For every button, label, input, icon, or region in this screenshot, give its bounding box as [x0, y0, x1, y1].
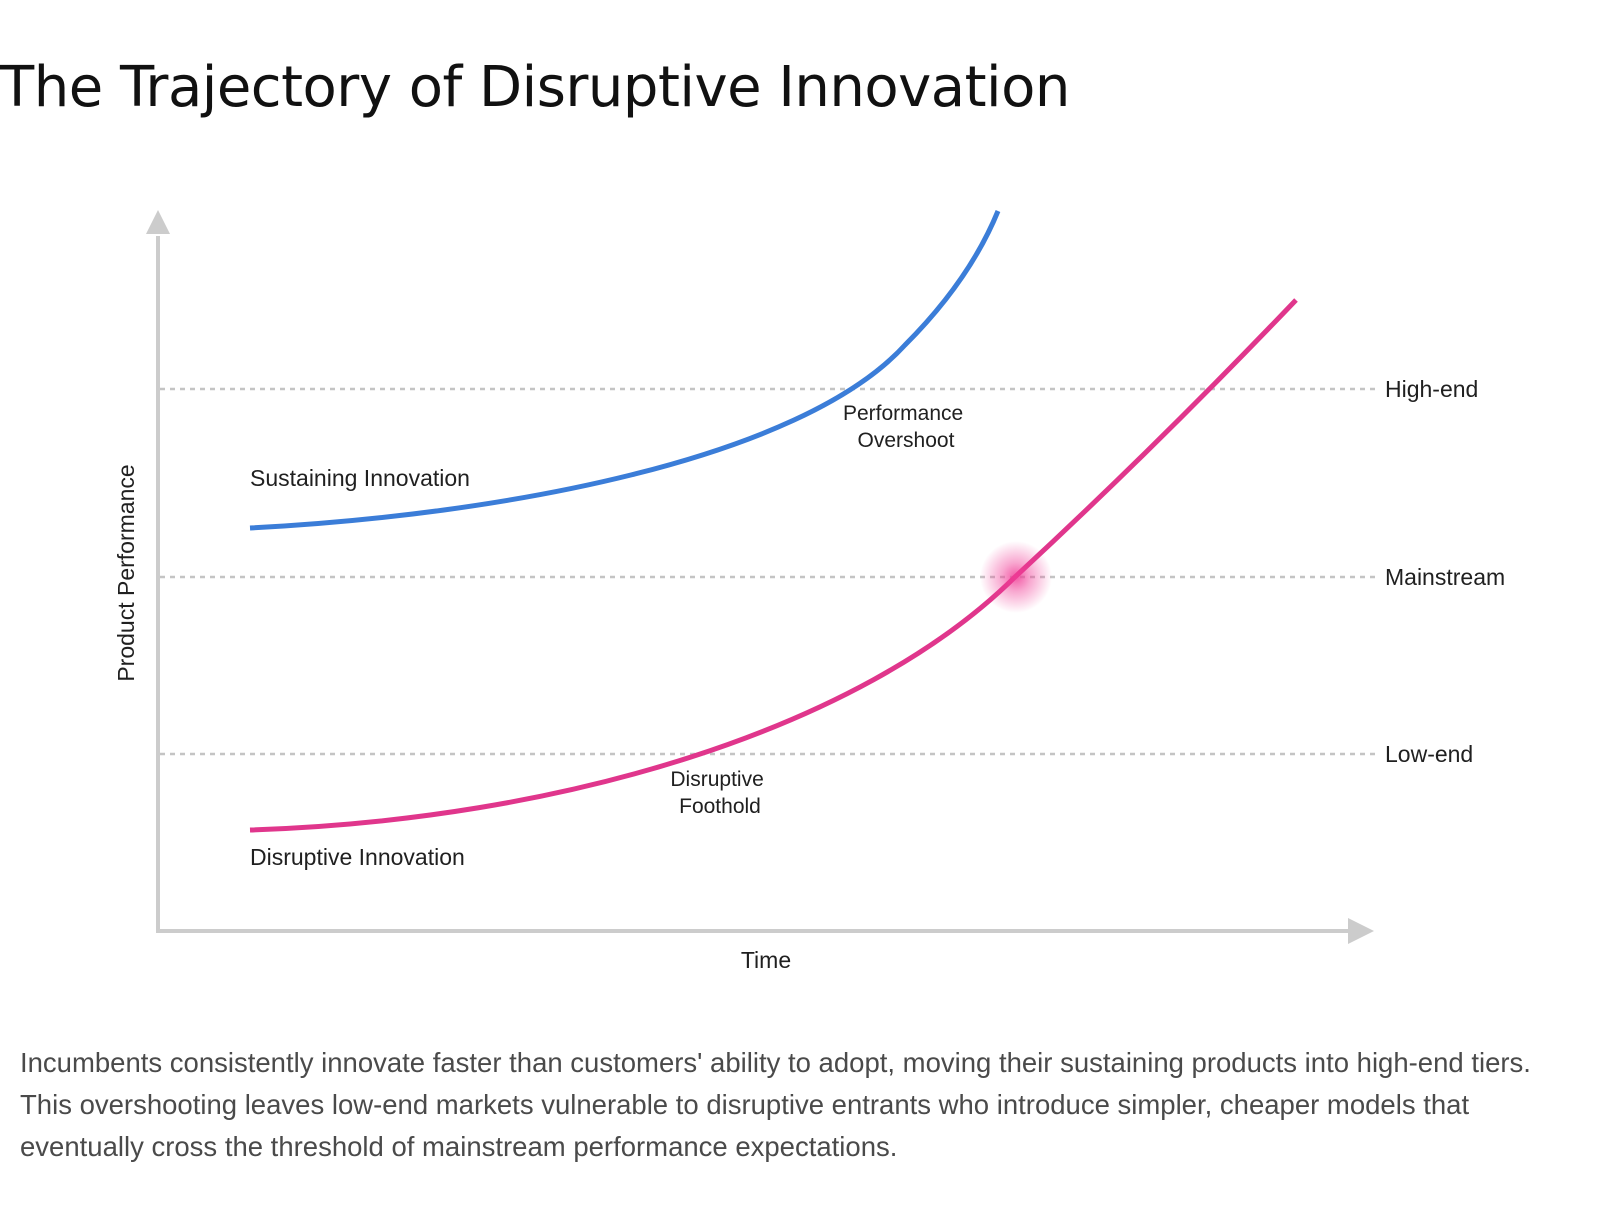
foothold-line-2: Foothold: [679, 795, 761, 818]
overshoot-line-2: Overshoot: [858, 429, 955, 452]
tier-label-high-end: High-end: [1385, 376, 1478, 402]
y-axis-arrow-icon: [146, 210, 170, 234]
y-axis-label: Product Performance: [113, 464, 139, 681]
sustaining-innovation-label: Sustaining Innovation: [250, 465, 470, 491]
performance-overshoot-annotation: Performance Overshoot: [843, 402, 969, 452]
disruptive-innovation-diagram: Sustaining Innovation Disruptive Innovat…: [113, 210, 1505, 973]
tier-label-mainstream: Mainstream: [1385, 564, 1505, 590]
x-axis-arrow-icon: [1348, 918, 1374, 944]
tier-label-low-end: Low-end: [1385, 741, 1473, 767]
figure-caption: Incumbents consistently innovate faster …: [20, 1047, 1531, 1162]
disruptive-innovation-curve: [249, 298, 1298, 833]
x-axis-label: Time: [741, 947, 791, 973]
disruptive-foothold-annotation: Disruptive Foothold: [670, 768, 769, 818]
sustaining-innovation-curve: [249, 210, 1001, 531]
disruptive-innovation-label: Disruptive Innovation: [250, 844, 465, 870]
foothold-line-1: Disruptive: [670, 768, 763, 791]
mainstream-crossing-highlight: [980, 541, 1052, 613]
page-title: The Trajectory of Disruptive Innovation: [0, 55, 1070, 120]
overshoot-line-1: Performance: [843, 402, 963, 425]
